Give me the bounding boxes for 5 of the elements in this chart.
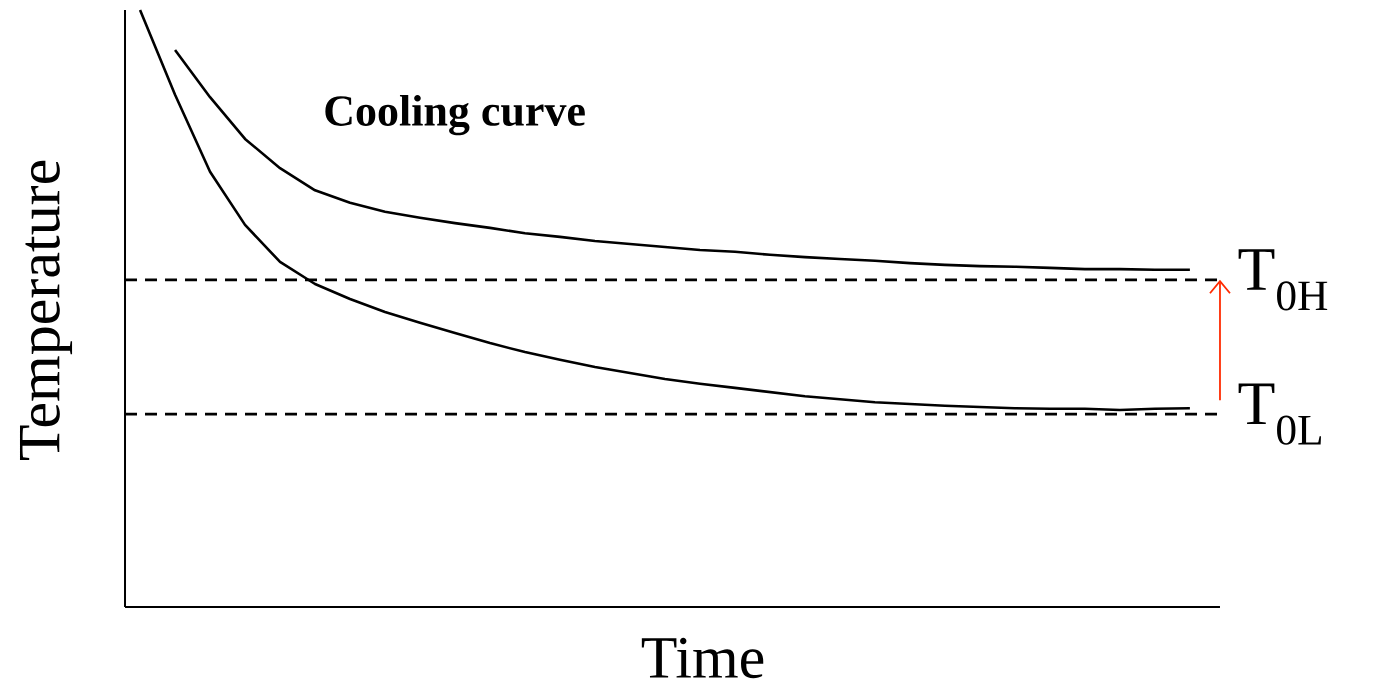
ref-line-label: T$_{0L}$ — [1238, 383, 1321, 445]
text: Cooling curve — [325, 94, 585, 136]
x-axis-title: Time — [641, 637, 764, 679]
ref-line-label: T$_{0H}$ — [1238, 249, 1328, 311]
y-axis-title: Temperature — [19, 160, 73, 461]
